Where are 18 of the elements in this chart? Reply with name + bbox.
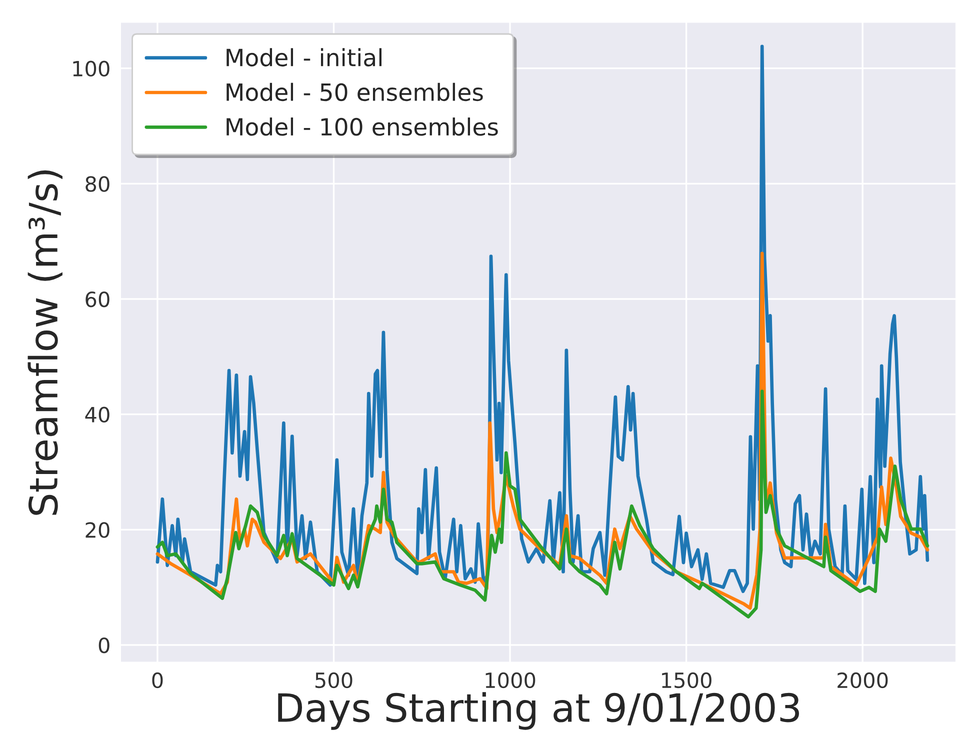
y-tick-label: 0 bbox=[98, 637, 110, 654]
legend-label: Model - 50 ensembles bbox=[226, 82, 483, 102]
x-axis-title: Days Starting at 9/01/2003 bbox=[278, 692, 799, 730]
y-tick-label: 40 bbox=[85, 406, 110, 423]
line-series bbox=[156, 390, 930, 618]
legend-label: Model - 100 ensembles bbox=[226, 117, 498, 136]
line-series bbox=[156, 44, 930, 594]
y-tick-label: 20 bbox=[86, 522, 110, 538]
x-tick-label: 0 bbox=[152, 672, 163, 688]
y-axis-title: Streamflow (m³/s) bbox=[28, 170, 62, 515]
y-tick-label: 60 bbox=[86, 291, 110, 308]
y-tick-label: 100 bbox=[73, 60, 110, 77]
x-tick-label: 2000 bbox=[838, 672, 888, 688]
legend-label: Model - initial bbox=[226, 48, 382, 66]
y-tick-label: 80 bbox=[86, 176, 110, 192]
x-tick-label: 1500 bbox=[662, 672, 712, 688]
x-tick-label: 1000 bbox=[486, 672, 536, 688]
x-tick-label: 500 bbox=[315, 672, 352, 688]
